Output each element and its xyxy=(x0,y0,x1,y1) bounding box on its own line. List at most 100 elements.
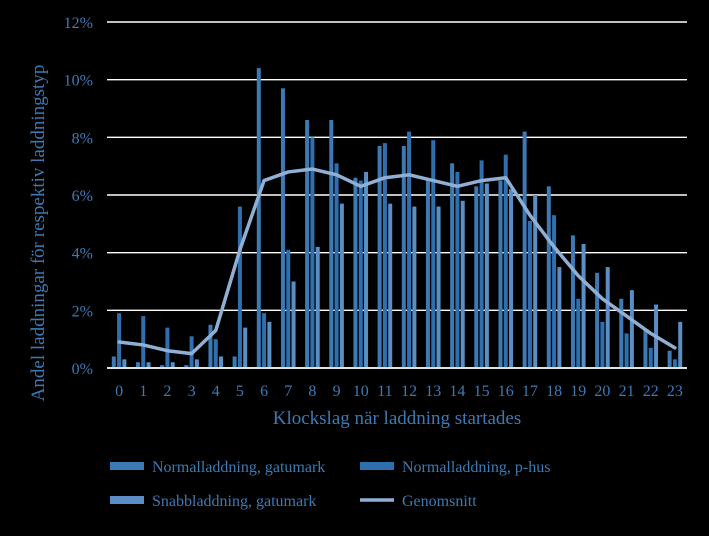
bar-snabbladdning-gatumark xyxy=(629,290,634,368)
x-tick-label: 19 xyxy=(570,383,586,400)
x-tick-label: 21 xyxy=(619,383,635,400)
bar-normalladdning-p-hus xyxy=(648,347,653,368)
x-tick-label: 20 xyxy=(594,383,610,400)
axes: 0%2%4%6%8%10%12%0 1 2 3 4 5 6 7 8 9 10 11 12 13 14 15 16… xyxy=(64,15,687,400)
bar-normalladdning-p-hus xyxy=(237,206,242,368)
bar-normalladdning-gatumark xyxy=(280,88,285,369)
legend-label: Snabbladdning, gatumark xyxy=(152,493,316,510)
bar-normalladdning-p-hus xyxy=(624,333,629,368)
bar-normalladdning-gatumark xyxy=(353,177,358,368)
x-tick-label: 8 xyxy=(308,383,316,400)
bar-normalladdning-p-hus xyxy=(310,137,315,368)
bar-snabbladdning-gatumark xyxy=(339,203,344,368)
x-tick-label: 17 xyxy=(522,383,538,400)
legend-swatch xyxy=(110,462,144,470)
x-tick-label: 4 xyxy=(212,383,220,400)
y-tick-label: 4% xyxy=(72,246,93,263)
x-tick-label: 2 xyxy=(163,383,171,400)
bar-normalladdning-gatumark xyxy=(619,298,624,368)
bar-normalladdning-p-hus xyxy=(407,131,412,368)
bar-snabbladdning-gatumark xyxy=(243,327,248,368)
bar-normalladdning-p-hus xyxy=(165,327,170,368)
bar-normalladdning-p-hus xyxy=(503,154,508,368)
bar-snabbladdning-gatumark xyxy=(364,171,369,368)
legend-label: Normalladdning, gatumark xyxy=(152,459,325,476)
bar-normalladdning-gatumark xyxy=(160,365,165,368)
bar-normalladdning-gatumark xyxy=(208,324,213,368)
bar-snabbladdning-gatumark xyxy=(146,362,151,368)
bar-snabbladdning-gatumark xyxy=(412,206,417,368)
bar-normalladdning-gatumark xyxy=(643,330,648,368)
x-tick-label: 14 xyxy=(449,383,465,400)
bar-snabbladdning-gatumark xyxy=(388,203,393,368)
bar-normalladdning-p-hus xyxy=(286,249,291,368)
bar-normalladdning-gatumark xyxy=(401,145,406,368)
legend-label: Genomsnitt xyxy=(402,493,477,510)
y-tick-label: 2% xyxy=(72,303,93,320)
bar-snabbladdning-gatumark xyxy=(122,359,127,368)
x-tick-label: 7 xyxy=(284,383,292,400)
y-axis-title: Andel laddningar för respektiv laddnings… xyxy=(28,65,49,402)
x-tick-label: 13 xyxy=(425,383,441,400)
bar-normalladdning-gatumark xyxy=(329,120,334,369)
y-tick-label: 10% xyxy=(64,73,93,90)
x-tick-label: 6 xyxy=(260,383,268,400)
bar-snabbladdning-gatumark xyxy=(460,200,465,368)
x-tick-label: 5 xyxy=(236,383,244,400)
bar-normalladdning-p-hus xyxy=(382,143,387,368)
bar-snabbladdning-gatumark xyxy=(678,321,683,368)
bar-normalladdning-p-hus xyxy=(213,339,218,368)
bar-snabbladdning-gatumark xyxy=(557,267,562,368)
legend-swatch xyxy=(110,496,144,504)
bar-normalladdning-p-hus xyxy=(479,160,484,368)
bar-snabbladdning-gatumark xyxy=(170,362,175,368)
x-tick-label: 11 xyxy=(377,383,392,400)
bar-normalladdning-gatumark xyxy=(522,131,527,368)
bar-normalladdning-p-hus xyxy=(552,215,557,368)
bar-snabbladdning-gatumark xyxy=(605,267,610,368)
bar-normalladdning-gatumark xyxy=(667,350,672,368)
line-genomsnitt xyxy=(117,167,677,356)
bar-normalladdning-p-hus xyxy=(576,298,581,368)
line-series xyxy=(117,167,677,356)
bar-normalladdning-gatumark xyxy=(111,356,116,368)
bar-normalladdning-p-hus xyxy=(672,359,677,368)
x-tick-label: 9 xyxy=(333,383,341,400)
bar-normalladdning-gatumark xyxy=(135,362,140,368)
bar-normalladdning-p-hus xyxy=(358,180,363,368)
y-tick-label: 8% xyxy=(72,130,93,147)
bar-normalladdning-gatumark xyxy=(425,180,430,368)
bar-normalladdning-p-hus xyxy=(141,316,146,368)
bar-snabbladdning-gatumark xyxy=(291,281,296,368)
bar-normalladdning-p-hus xyxy=(262,313,267,368)
x-tick-label: 22 xyxy=(643,383,659,400)
y-tick-label: 12% xyxy=(64,15,93,32)
x-tick-label: 1 xyxy=(139,383,147,400)
bar-normalladdning-gatumark xyxy=(232,356,237,368)
bar-normalladdning-p-hus xyxy=(334,163,339,368)
x-tick-label: 12 xyxy=(401,383,417,400)
bar-normalladdning-p-hus xyxy=(431,140,436,368)
x-axis-title: Klockslag när laddning startades xyxy=(273,408,522,429)
bar-snabbladdning-gatumark xyxy=(436,206,441,368)
x-tick-label: 16 xyxy=(498,383,514,400)
legend: Normalladdning, gatumark Normalladdning, … xyxy=(110,459,550,510)
bar-normalladdning-gatumark xyxy=(570,235,575,368)
bar-snabbladdning-gatumark xyxy=(219,356,224,368)
x-tick-label: 15 xyxy=(474,383,490,400)
bar-normalladdning-gatumark xyxy=(595,272,600,368)
bar-snabbladdning-gatumark xyxy=(484,183,489,368)
bar-snabbladdning-gatumark xyxy=(533,195,538,368)
y-tick-label: 6% xyxy=(72,188,93,205)
bar-normalladdning-gatumark xyxy=(450,163,455,368)
bar-normalladdning-gatumark xyxy=(256,68,261,368)
x-tick-label: 18 xyxy=(546,383,562,400)
bar-normalladdning-p-hus xyxy=(527,220,532,368)
bar-normalladdning-gatumark xyxy=(377,145,382,368)
bar-snabbladdning-gatumark xyxy=(509,189,514,368)
x-tick-label: 10 xyxy=(353,383,369,400)
x-tick-label: 23 xyxy=(667,383,683,400)
bar-series xyxy=(111,68,683,369)
bar-snabbladdning-gatumark xyxy=(581,244,586,368)
